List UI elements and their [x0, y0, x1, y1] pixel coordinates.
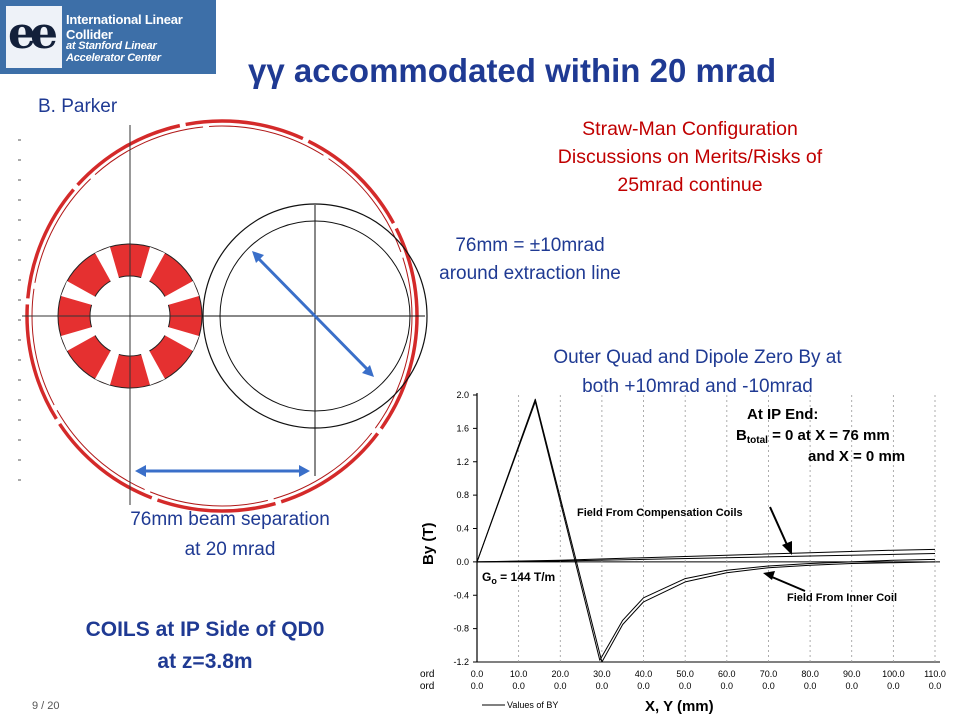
outer-quad-line-1: Outer Quad and Dipole Zero By at — [553, 347, 842, 368]
field-series-4 — [476, 548, 936, 563]
y-tick-label: -0.8 — [453, 624, 469, 634]
x-coord-label: 50.0 — [676, 669, 694, 679]
btotal-label: Btotal = 0 at X = 76 mm — [736, 427, 890, 446]
outer-quad-line-2: both +10mrad and -10mrad — [582, 376, 813, 397]
extraction-note: 76mm = ±10mrad around extraction line — [405, 232, 655, 288]
y-tick-label: 2.0 — [456, 390, 469, 400]
outer-quad-note: Outer Quad and Dipole Zero By at both +1… — [505, 343, 890, 401]
x-coord-label: 80.0 — [801, 669, 819, 679]
beam-separation-arrow — [135, 465, 310, 477]
extraction-line-2: around extraction line — [439, 263, 621, 284]
inner-coil-label: Field From Inner Coil — [787, 592, 897, 604]
y-coord-label: 0.0 — [637, 681, 650, 691]
y-axis-label: By (T) — [420, 523, 437, 566]
compensation-coils-label: Field From Compensation Coils — [577, 507, 743, 519]
aperture-diameter-arrow — [252, 251, 374, 377]
strawman-line-1: Straw-Man Configuration — [582, 118, 798, 140]
y-tick-label: 1.2 — [456, 457, 469, 467]
y-coord-label: 0.0 — [596, 681, 609, 691]
ip-end-label: At IP End: — [747, 406, 818, 423]
y-row-label: Y coord — [420, 681, 434, 692]
coils-note: COILS at IP Side of QD0 at z=3.8m — [40, 614, 370, 678]
beam-sep-line-2: at 20 mrad — [184, 539, 276, 560]
logo-line-1: International Linear Collider — [66, 12, 183, 42]
x-coord-label: 110.0 — [924, 669, 946, 679]
logo-line-2: at Stanford Linear Accelerator Center — [66, 40, 161, 64]
x-coord-label: 0.0 — [471, 669, 484, 679]
strawman-line-2: Discussions on Merits/Risks of — [557, 146, 823, 168]
y-coord-label: 0.0 — [471, 681, 484, 691]
x-coord-label: 70.0 — [760, 669, 778, 679]
y-coord-label: 0.0 — [721, 681, 734, 691]
extraction-aperture — [202, 203, 428, 476]
left-ruler — [18, 139, 21, 481]
y-coord-label: 0.0 — [512, 681, 525, 691]
x-coord-label: 10.0 — [510, 669, 528, 679]
ilc-logo-mark: e e — [6, 6, 62, 68]
y-coord-label: 0.0 — [845, 681, 858, 691]
field-series-1 — [476, 398, 936, 663]
y-coord-label: 0.0 — [887, 681, 900, 691]
y-coord-label: 0.0 — [679, 681, 692, 691]
x-row-label: X coord — [420, 669, 434, 680]
y-tick-label: 0.0 — [456, 557, 469, 567]
field-plot: 2.0 1.6 1.2 0.8 0.4 0.0 -0.4 -0.8 -1.2 By (T) X,… — [420, 390, 946, 715]
y-tick-label: 0.8 — [456, 490, 469, 500]
x-axis-label: X, Y (mm) — [645, 698, 714, 715]
beam-separation-note: 76mm beam separation at 20 mrad — [95, 505, 365, 565]
legend-label: Values of BY — [507, 700, 558, 710]
field-series-3 — [476, 553, 936, 563]
y-tick-label: 0.4 — [456, 524, 469, 534]
plot-axes — [476, 393, 940, 663]
quadrupole-coil — [57, 243, 203, 389]
coils-line-1: COILS at IP Side of QD0 — [85, 618, 325, 641]
beam-sep-line-1: 76mm beam separation — [130, 509, 330, 530]
y-tick-label: -0.4 — [453, 590, 469, 600]
y-coord-label: 0.0 — [804, 681, 817, 691]
strawman-note: Straw-Man Configuration Discussions on M… — [505, 115, 875, 199]
strawman-line-3: 25mrad continue — [617, 174, 763, 196]
x-coord-label: 90.0 — [843, 669, 861, 679]
y-tick-label: -1.2 — [453, 657, 469, 667]
x-coord-label: 30.0 — [593, 669, 611, 679]
annotation-arrows — [763, 506, 806, 592]
gradient-label: Go = 144 T/m — [482, 570, 555, 586]
y-coord-label: 0.0 — [929, 681, 942, 691]
y-coord-label: 0.0 — [762, 681, 775, 691]
page-number: 9 / 20 — [32, 700, 60, 712]
x-zero-label: and X = 0 mm — [808, 448, 905, 465]
y-coord-label: 0.0 — [554, 681, 567, 691]
extraction-line-1: 76mm = ±10mrad — [455, 235, 605, 256]
x-coord-label: 40.0 — [635, 669, 653, 679]
ilc-logo: e e International Linear Collider at Sta… — [0, 0, 216, 74]
x-coord-label: 100.0 — [882, 669, 905, 679]
coils-line-2: at z=3.8m — [157, 650, 253, 673]
legend: Values of BY — [482, 700, 558, 710]
x-coord-label: 60.0 — [718, 669, 736, 679]
y-tick-label: 1.6 — [456, 423, 469, 433]
slide-title: γγ accommodated within 20 mrad — [248, 52, 777, 89]
x-coord-label: 20.0 — [552, 669, 570, 679]
field-series-2 — [476, 401, 936, 661]
author-label: B. Parker — [38, 96, 118, 117]
